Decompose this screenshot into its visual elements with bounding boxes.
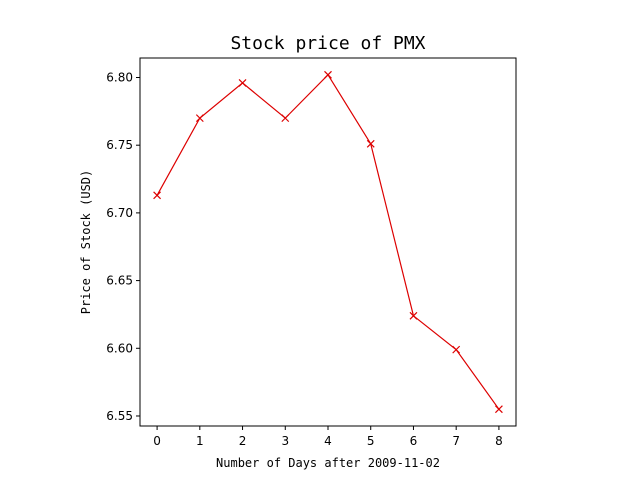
y-tick-label: 6.60 <box>106 341 133 355</box>
x-tick-label: 7 <box>452 434 460 448</box>
x-axis-label: Number of Days after 2009-11-02 <box>216 456 440 470</box>
x-tick-label: 0 <box>153 434 161 448</box>
x-tick-label: 8 <box>495 434 503 448</box>
x-tick-label: 6 <box>410 434 418 448</box>
data-point <box>366 139 375 148</box>
y-axis-label: Price of Stock (USD) <box>79 170 93 315</box>
series-layer <box>153 70 503 414</box>
plot-frame <box>139 57 517 427</box>
y-tick-label: 6.65 <box>106 274 133 288</box>
data-point <box>409 311 418 320</box>
data-point <box>452 345 461 354</box>
x-tick-label: 4 <box>324 434 332 448</box>
x-tick-label: 3 <box>281 434 289 448</box>
data-point <box>195 114 204 123</box>
chart-title: Stock price of PMX <box>230 33 425 54</box>
data-point <box>238 78 247 87</box>
y-tick-label: 6.75 <box>106 138 133 152</box>
data-point <box>324 70 332 79</box>
data-point <box>281 114 290 123</box>
data-point <box>153 191 162 200</box>
y-axis: 6.55 6.60 6.65 6.70 6.75 6.80 <box>106 70 140 423</box>
y-tick-label: 6.80 <box>106 70 133 84</box>
y-tick-label: 6.55 <box>106 409 133 423</box>
data-point <box>494 405 503 414</box>
y-tick-label: 6.70 <box>106 206 133 220</box>
x-axis: 0 1 2 3 4 5 6 7 8 <box>153 426 503 448</box>
x-tick-label: 5 <box>367 434 375 448</box>
x-tick-label: 1 <box>196 434 204 448</box>
x-tick-label: 2 <box>239 434 247 448</box>
series-line <box>156 73 500 410</box>
